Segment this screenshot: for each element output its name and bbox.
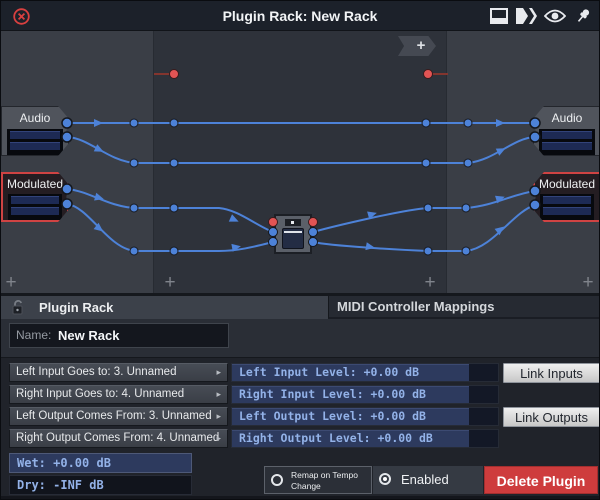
node-audio-input[interactable]: Audio: [1, 106, 69, 156]
forward-icon: [516, 8, 537, 24]
plugin-node[interactable]: [274, 214, 312, 254]
routing-canvas[interactable]: Audio Modulated Audio Modulated: [1, 31, 599, 293]
slider-label: Wet: +0.00 dB: [17, 456, 111, 470]
radio-icon: [271, 474, 283, 486]
level-meter: [7, 129, 63, 155]
dropdown-label: Left Output Comes From: 3. Unnamed: [16, 410, 212, 422]
level-meter: [8, 194, 62, 220]
add-marker[interactable]: +: [164, 272, 176, 293]
pin-button[interactable]: [571, 7, 595, 25]
titlebar: Plugin Rack: New Rack: [1, 1, 599, 31]
node-audio-output[interactable]: Audio: [533, 106, 599, 156]
right-input-dest-dropdown[interactable]: Right Input Goes to: 4. Unnamed ▸: [9, 385, 228, 404]
left-output-level-slider[interactable]: Left Output Level: +0.00 dB: [231, 407, 499, 426]
dropdown-label: Right Input Goes to: 4. Unnamed: [16, 388, 185, 400]
tab-label: Plugin Rack: [39, 300, 114, 315]
dry-level-slider[interactable]: Dry: -INF dB: [9, 475, 192, 495]
radio-selected-icon: [379, 473, 391, 485]
plugin-node-header: [285, 219, 301, 226]
delete-plugin-button[interactable]: Delete Plugin: [484, 466, 598, 494]
link-outputs-button[interactable]: Link Outputs: [503, 407, 599, 427]
advance-view-button[interactable]: [515, 7, 539, 25]
slider-label: Dry: -INF dB: [17, 478, 104, 492]
wet-level-slider[interactable]: Wet: +0.00 dB: [9, 453, 192, 473]
link-inputs-button[interactable]: Link Inputs: [503, 363, 599, 383]
canvas-left-band: [1, 31, 154, 293]
add-marker[interactable]: +: [5, 272, 17, 293]
close-button[interactable]: [13, 8, 30, 25]
right-output-source-dropdown[interactable]: Right Output Comes From: 4. Unnamed ▸: [9, 429, 228, 448]
titlebar-actions: [487, 7, 595, 25]
node-label: Audio: [551, 111, 583, 125]
name-label: Name:: [16, 328, 52, 342]
chevron-right-icon: ▸: [216, 411, 221, 421]
tab-bar: Plugin Rack MIDI Controller Mappings: [1, 296, 599, 319]
window-icon: [490, 8, 508, 24]
plugin-node-screen: [282, 228, 304, 249]
slider-fill: [232, 430, 469, 447]
node-label: Audio: [19, 111, 51, 125]
slider-fill: [232, 364, 469, 381]
rack-name-field[interactable]: Name: New Rack: [9, 323, 229, 348]
node-label: Modulated: [538, 177, 596, 191]
left-output-source-dropdown[interactable]: Left Output Comes From: 3. Unnamed ▸: [9, 407, 228, 426]
level-meter: [540, 194, 594, 220]
tab-midi-controller-mappings[interactable]: MIDI Controller Mappings: [328, 296, 599, 319]
node-modulated-input[interactable]: Modulated: [1, 172, 69, 222]
chevron-right-icon: ▸: [216, 389, 221, 399]
radio-label: Remap on Tempo Change: [291, 470, 358, 491]
lock-open-icon: [12, 300, 23, 315]
pin-icon: [577, 9, 590, 22]
slider-label: Left Input Level: +0.00 dB: [239, 365, 420, 379]
level-meter: [539, 129, 595, 155]
remap-on-tempo-change-radio[interactable]: Remap on Tempo Change: [264, 466, 372, 494]
dropdown-label: Right Output Comes From: 4. Unnamed: [16, 432, 220, 444]
window-bottom-edge: [1, 496, 599, 499]
close-icon: [13, 8, 30, 25]
slider-fill: [232, 386, 469, 403]
window-title: Plugin Rack: New Rack: [222, 8, 378, 24]
slider-label: Right Output Level: +0.00 dB: [239, 431, 433, 445]
tab-plugin-rack[interactable]: Plugin Rack: [1, 296, 328, 319]
canvas-right-band: [446, 31, 599, 293]
right-input-level-slider[interactable]: Right Input Level: +0.00 dB: [231, 385, 499, 404]
dropdown-label: Left Input Goes to: 3. Unnamed: [16, 366, 177, 378]
canvas-panel-divider: [1, 293, 599, 296]
node-modulated-output[interactable]: Modulated: [533, 172, 599, 222]
add-marker[interactable]: +: [424, 272, 436, 293]
chevron-right-icon: ▸: [216, 433, 221, 443]
chevron-right-icon: ▸: [216, 367, 221, 377]
slider-fill: [232, 408, 469, 425]
add-marker[interactable]: +: [582, 272, 594, 293]
visibility-button[interactable]: [543, 7, 567, 25]
radio-label: Enabled: [401, 472, 449, 487]
slider-label: Left Output Level: +0.00 dB: [239, 409, 426, 423]
eye-icon: [544, 9, 566, 23]
node-label: Modulated: [6, 177, 64, 191]
enabled-radio[interactable]: Enabled: [373, 466, 483, 494]
name-value: New Rack: [58, 328, 120, 343]
window-layout-button[interactable]: [487, 7, 511, 25]
right-output-level-slider[interactable]: Right Output Level: +0.00 dB: [231, 429, 499, 448]
slider-label: Right Input Level: +0.00 dB: [239, 387, 426, 401]
left-input-dest-dropdown[interactable]: Left Input Goes to: 3. Unnamed ▸: [9, 363, 228, 382]
add-plugin-tag-button[interactable]: +: [398, 36, 436, 56]
left-input-level-slider[interactable]: Left Input Level: +0.00 dB: [231, 363, 499, 382]
tab-label: MIDI Controller Mappings: [337, 299, 495, 314]
